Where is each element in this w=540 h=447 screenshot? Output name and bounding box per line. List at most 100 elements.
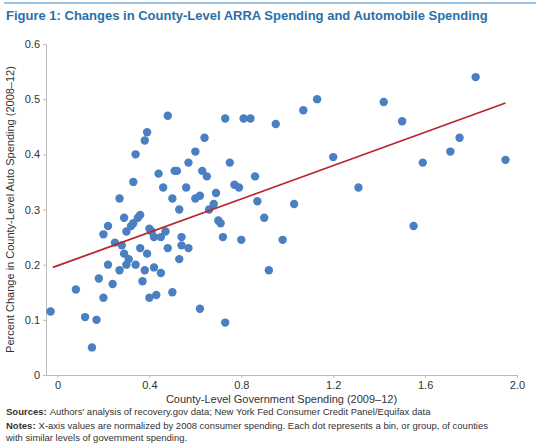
point	[175, 205, 183, 213]
point	[175, 255, 183, 263]
point	[157, 269, 165, 277]
point	[168, 288, 176, 296]
top-rule	[4, 2, 536, 4]
point	[141, 266, 149, 274]
point	[115, 194, 123, 202]
point	[290, 200, 298, 208]
point	[191, 147, 199, 155]
point	[329, 153, 337, 161]
y-tick-label: 0.5	[25, 93, 40, 105]
y-tick-label: 0.3	[25, 204, 40, 216]
y-tick: 0.3	[25, 204, 46, 216]
y-tick-mark	[43, 154, 46, 155]
y-tick-mark	[43, 210, 46, 211]
y-tick: 0.5	[25, 93, 46, 105]
y-tick-mark	[43, 320, 46, 321]
point	[219, 233, 227, 241]
chart: Figure 1: Changes in County-Level ARRA S…	[0, 0, 540, 447]
point	[354, 183, 362, 191]
point	[455, 134, 463, 142]
sources-label: Sources:	[6, 406, 47, 417]
point	[95, 274, 103, 282]
y-tick-mark	[43, 44, 46, 45]
point	[313, 95, 321, 103]
x-tick-mark	[333, 375, 334, 378]
notes: Notes:X-axis values are normalized by 20…	[5, 420, 488, 443]
x-tick-mark	[149, 375, 150, 378]
point	[104, 222, 112, 230]
point	[99, 294, 107, 302]
point	[164, 112, 172, 120]
x-tick-label: 1.6	[418, 379, 433, 391]
point	[115, 266, 123, 274]
point	[210, 200, 218, 208]
sources-text: Authors' analysis of recovery.gov data; …	[50, 406, 431, 417]
point	[251, 172, 259, 180]
point	[446, 147, 454, 155]
point	[164, 244, 172, 252]
point	[196, 305, 204, 313]
point	[260, 214, 268, 222]
point	[184, 158, 192, 166]
y-tick-mark	[43, 375, 46, 376]
notes-line: with similar levels of government spendi…	[5, 432, 187, 443]
sources: Sources:Authors' analysis of recovery.go…	[6, 406, 431, 417]
point	[216, 219, 224, 227]
y-tick: 0	[34, 369, 46, 381]
y-tick-mark	[43, 99, 46, 100]
point	[177, 233, 185, 241]
x-tick-mark	[57, 375, 58, 378]
point	[143, 249, 151, 257]
point	[409, 222, 417, 230]
point	[398, 117, 406, 125]
point	[143, 128, 151, 136]
trend-line	[53, 103, 506, 267]
y-tick-mark	[43, 265, 46, 266]
point	[131, 260, 139, 268]
point	[200, 134, 208, 142]
x-tick-mark	[241, 375, 242, 378]
y-axis-line	[46, 45, 47, 376]
point	[173, 167, 181, 175]
point	[108, 280, 116, 288]
x-tick-label: 0	[55, 379, 61, 391]
point	[226, 158, 234, 166]
point	[159, 183, 167, 191]
point	[272, 120, 280, 128]
x-tick-label: 1.2	[326, 379, 341, 391]
point	[203, 172, 211, 180]
point	[150, 263, 158, 271]
point	[168, 194, 176, 202]
x-axis-line	[47, 375, 518, 376]
point	[221, 318, 229, 326]
point	[501, 156, 509, 164]
point	[136, 244, 144, 252]
point	[246, 114, 254, 122]
point	[184, 244, 192, 252]
x-tick-label: 2.0	[510, 379, 525, 391]
point	[154, 169, 162, 177]
plot-marks	[46, 73, 509, 352]
y-tick: 0.6	[25, 38, 46, 50]
point	[125, 255, 133, 263]
point	[129, 178, 137, 186]
notes-line: X-axis values are normalized by 2008 con…	[39, 420, 489, 431]
point	[212, 189, 220, 197]
x-tick-label: 0.8	[234, 379, 249, 391]
y-tick-label: 0.4	[25, 148, 40, 160]
point	[72, 285, 80, 293]
point	[136, 211, 144, 219]
point	[131, 150, 139, 158]
x-tick: 2.0	[510, 375, 525, 391]
notes-label: Notes:	[6, 420, 36, 431]
point	[161, 227, 169, 235]
point	[81, 313, 89, 321]
point	[237, 236, 245, 244]
point	[278, 236, 286, 244]
point	[92, 316, 100, 324]
point	[419, 158, 427, 166]
point	[88, 343, 96, 351]
point	[235, 183, 243, 191]
y-tick-label: 0.1	[25, 314, 40, 326]
point	[265, 266, 273, 274]
